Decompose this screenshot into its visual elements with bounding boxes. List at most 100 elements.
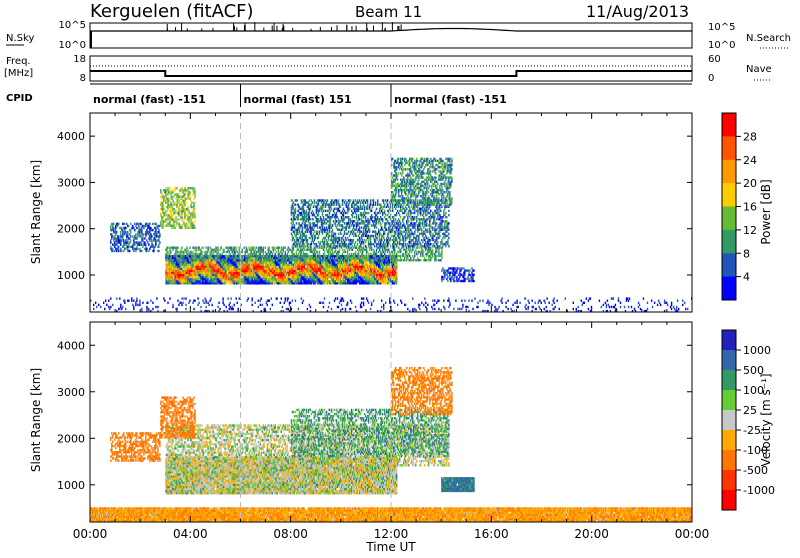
range-gate-cell [331, 233, 332, 235]
range-gate-cell [380, 251, 381, 253]
range-gate-cell [320, 241, 321, 243]
range-gate-cell [236, 259, 237, 261]
range-gate-cell [376, 251, 377, 253]
range-gate-cell [254, 251, 255, 253]
range-gate-cell [296, 222, 297, 224]
range-gate-cell [384, 253, 385, 255]
range-gate-cell [187, 249, 188, 251]
range-gate-cell [193, 198, 194, 200]
range-gate-cell [314, 201, 315, 203]
range-gate-cell [291, 261, 292, 263]
range-gate-cell [253, 249, 254, 251]
range-gate-cell [303, 251, 304, 253]
range-gate-cell [275, 276, 276, 278]
range-gate-cell [322, 226, 323, 228]
range-gate-cell [310, 224, 311, 226]
range-gate-cell [329, 257, 330, 259]
beam-title: Beam 11 [355, 3, 422, 21]
range-gate-cell [329, 229, 330, 231]
range-gate-cell [190, 200, 191, 202]
range-gate-cell [181, 204, 182, 206]
range-gate-cell [317, 231, 318, 233]
range-gate-cell [259, 259, 260, 261]
nsky-label: N.Sky [6, 33, 34, 44]
range-gate-cell [216, 274, 217, 276]
range-gate-cell [340, 278, 341, 280]
range-gate-cell [363, 257, 364, 259]
range-gate-cell [295, 268, 296, 270]
range-gate-cell [400, 249, 401, 251]
range-gate-cell [178, 208, 179, 210]
range-gate-cell [318, 214, 319, 216]
range-gate-cell [181, 227, 182, 229]
range-gate-cell [298, 216, 299, 218]
range-gate-cell [324, 259, 325, 261]
range-gate-cell [185, 259, 186, 261]
range-gate-cell [313, 218, 314, 220]
range-gate-cell [202, 247, 203, 249]
range-gate-cell [215, 259, 216, 261]
range-gate-cell [331, 208, 332, 210]
range-gate-cell [294, 214, 295, 216]
range-gate-cell [373, 259, 374, 261]
range-gate-cell [412, 255, 413, 257]
nsky-tick-bottom: 10^0 [59, 40, 86, 51]
range-gate-cell [257, 261, 258, 263]
range-gate-cell [319, 233, 320, 235]
range-gate-cell [178, 214, 179, 216]
range-gate-cell [440, 259, 441, 261]
range-gate-cell [310, 245, 311, 247]
range-gate-cell [354, 257, 355, 259]
range-gate-cell [392, 253, 393, 255]
range-gate-cell [317, 266, 318, 268]
range-gate-cell [330, 251, 331, 253]
range-gate-cell [217, 251, 218, 253]
range-gate-cell [175, 216, 176, 218]
range-gate-cell [294, 216, 295, 218]
range-gate-cell [350, 259, 351, 261]
range-gate-cell [292, 204, 293, 206]
range-gate-cell [274, 259, 275, 261]
range-gate-cell [179, 218, 180, 220]
range-gate-cell [361, 257, 362, 259]
range-gate-cell [359, 257, 360, 259]
range-gate-cell [166, 225, 167, 227]
range-gate-cell [179, 266, 180, 268]
range-gate-cell [314, 199, 315, 201]
range-gate-cell [314, 251, 315, 253]
range-gate-cell [312, 257, 313, 259]
range-gate-cell [247, 249, 248, 251]
range-gate-cell [324, 241, 325, 243]
range-gate-cell [326, 249, 327, 251]
range-gate-cell [193, 204, 194, 206]
range-gate-cell [172, 191, 173, 193]
range-gate-cell [270, 253, 271, 255]
range-gate-cell [403, 253, 404, 255]
range-gate-cell [341, 259, 342, 261]
range-gate-cell [301, 212, 302, 214]
range-gate-cell [221, 259, 222, 261]
range-gate-cell [374, 251, 375, 253]
range-gate-cell [263, 257, 264, 259]
range-gate-cell [219, 257, 220, 259]
range-gate-cell [165, 220, 166, 222]
range-gate-cell [333, 220, 334, 222]
nsky-panel [90, 23, 692, 48]
range-gate-cell [335, 233, 336, 235]
range-gate-cell [236, 247, 237, 249]
range-gate-cell [328, 237, 329, 239]
range-gate-cell [167, 216, 168, 218]
range-gate-cell [227, 251, 228, 253]
range-gate-cell [417, 257, 418, 259]
range-gate-cell [169, 278, 170, 280]
range-gate-cell [185, 225, 186, 227]
range-gate-cell [166, 259, 167, 261]
range-gate-cell [299, 245, 300, 247]
range-gate-cell [339, 255, 340, 257]
range-gate-cell [217, 247, 218, 249]
range-gate-cell [404, 257, 405, 259]
range-gate-cell [190, 251, 191, 253]
range-gate-cell [266, 278, 267, 280]
range-gate-cell [330, 224, 331, 226]
